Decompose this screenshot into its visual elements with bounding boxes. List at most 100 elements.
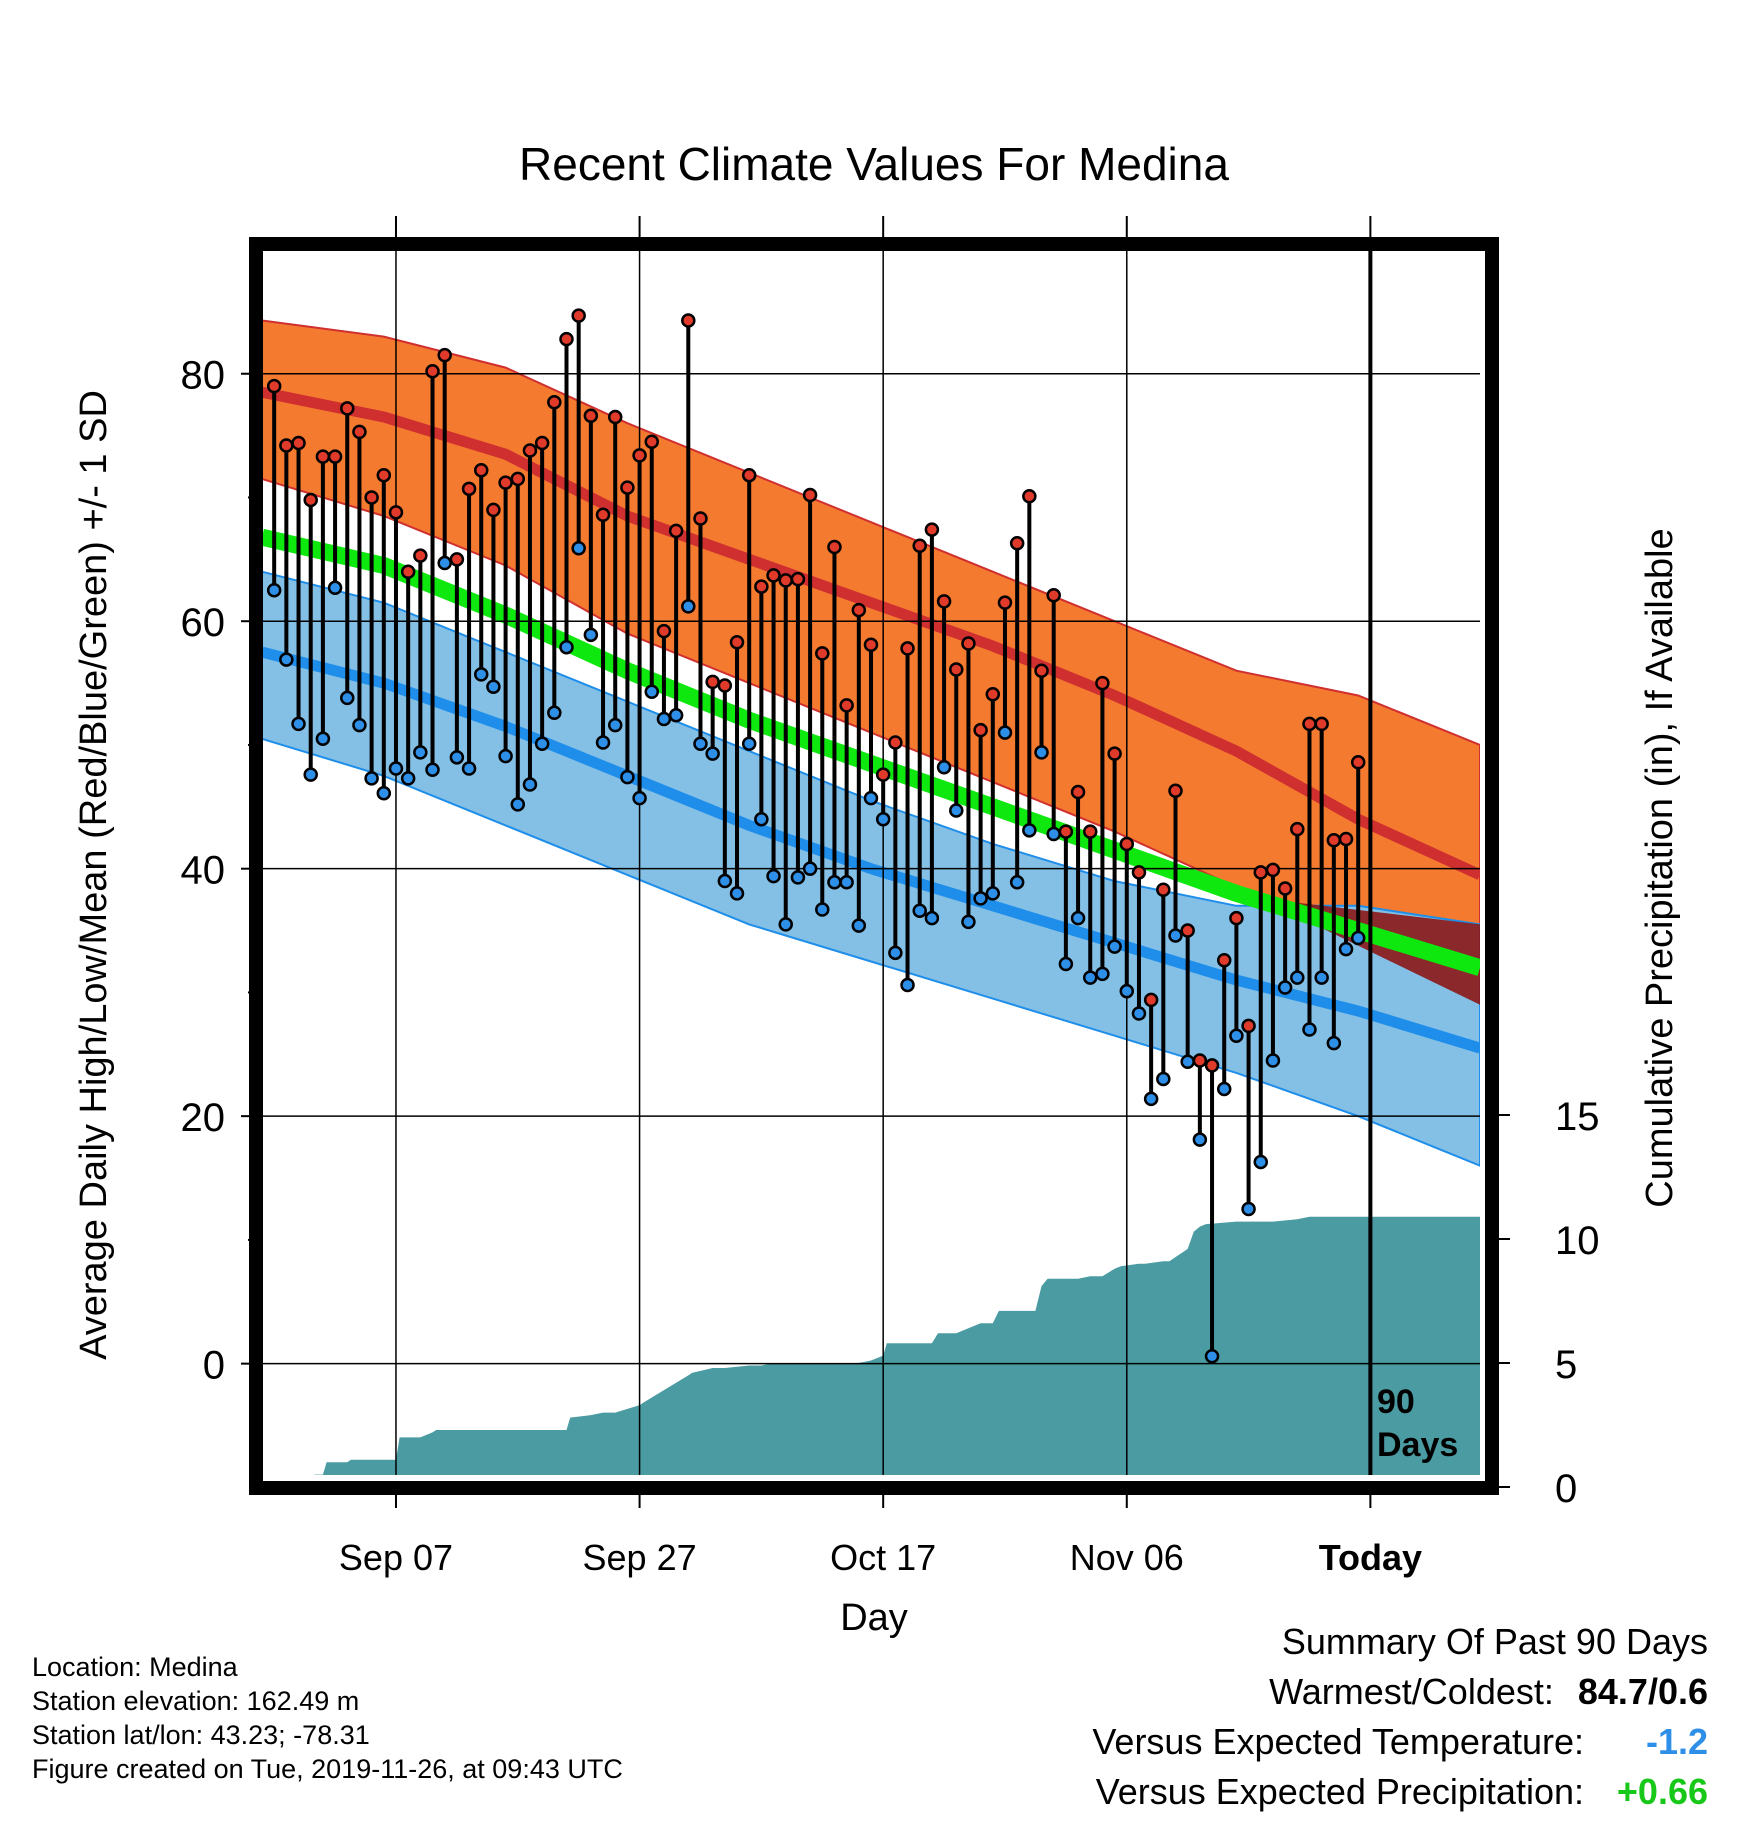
daily-high-point (425, 364, 440, 379)
info-latlon: Station lat/lon: 43.23; -78.31 (32, 1720, 370, 1750)
daily-low-point (1216, 1081, 1232, 1097)
summary-precip-label: Versus Expected Precipitation: (1095, 1771, 1584, 1812)
daily-low-point (863, 790, 879, 806)
daily-low-point (1022, 823, 1037, 838)
daily-high-point (936, 594, 952, 609)
daily-low-point (741, 736, 757, 751)
daily-high-point (461, 481, 477, 497)
daily-low-point (1302, 1022, 1317, 1037)
daily-high-point (741, 467, 757, 483)
daily-high-point (778, 573, 793, 588)
daily-high-point (851, 602, 867, 618)
daily-high-point (376, 467, 392, 483)
daily-low-point (1058, 956, 1074, 972)
summary-temp-label: Versus Expected Temperature: (1092, 1721, 1584, 1762)
daily-high-point (266, 378, 282, 394)
daily-high-point (1302, 716, 1317, 732)
daily-low-point (607, 717, 623, 733)
daily-high-point (1107, 746, 1122, 761)
daily-high-point (1034, 663, 1049, 678)
daily-high-point (668, 523, 684, 539)
daily-low-point (693, 736, 708, 751)
y2-tick-label: 10 (1555, 1219, 1600, 1263)
daily-low-point (900, 977, 915, 993)
daily-high-point (1156, 882, 1171, 897)
daily-high-point (912, 538, 927, 553)
x-tick-label: Sep 27 (583, 1537, 697, 1578)
daily-low-point (291, 716, 306, 732)
daily-low-point (1277, 980, 1293, 995)
daily-low-point (279, 652, 294, 667)
summary-panel: Summary Of Past 90 Days Warmest/Coldest:… (1092, 1617, 1708, 1817)
daily-high-point (498, 475, 513, 490)
daily-low-point (547, 705, 562, 721)
daily-high-point (693, 511, 708, 526)
daily-high-point (449, 552, 465, 567)
daily-low-point (1290, 970, 1305, 985)
daily-low-point (961, 914, 976, 930)
x-tick-label: Nov 06 (1070, 1537, 1184, 1578)
daily-low-point (620, 769, 635, 785)
daily-low-point (668, 708, 684, 723)
daily-low-point (1229, 1028, 1244, 1043)
daily-high-point (571, 308, 586, 323)
daily-high-point (1253, 865, 1269, 880)
daily-high-point (705, 674, 720, 690)
daily-low-point (595, 735, 611, 750)
daily-high-point (1046, 587, 1061, 603)
daily-high-point (1314, 716, 1329, 732)
daily-high-point (559, 331, 574, 347)
daily-high-point (1265, 862, 1281, 878)
daily-low-point (1192, 1132, 1208, 1147)
y-tick-label: 60 (181, 601, 226, 645)
daily-low-point (1107, 939, 1122, 954)
daily-low-point (1034, 745, 1049, 760)
daily-high-point (997, 595, 1013, 610)
daily-low-point (1156, 1071, 1171, 1087)
daily-high-point (644, 434, 660, 450)
daily-low-point (790, 870, 806, 885)
x-tick-label: Oct 17 (830, 1537, 936, 1578)
summary-warm-cold-value: 84.7/0.6 (1577, 1671, 1708, 1712)
daily-low-point (1253, 1154, 1269, 1170)
daily-high-point (1192, 1053, 1208, 1068)
info-elevation: Station elevation: 162.49 m (32, 1686, 360, 1716)
daily-low-point (802, 861, 818, 876)
daily-high-point (839, 698, 854, 713)
daily-low-point (1180, 1054, 1195, 1069)
daily-low-point (1338, 941, 1354, 957)
daily-low-point (1204, 1348, 1220, 1364)
y2-tick-label: 15 (1555, 1095, 1600, 1139)
daily-low-point (559, 639, 574, 655)
daily-high-point (303, 492, 318, 508)
daily-high-point (486, 502, 501, 518)
daily-high-point (1022, 488, 1037, 504)
daily-low-point (875, 811, 891, 827)
daily-low-point (1119, 983, 1135, 999)
daily-high-point (754, 579, 769, 594)
summary-warm-cold-label: Warmest/Coldest: (1269, 1671, 1554, 1712)
normal-high-line (262, 386, 1480, 880)
daily-high-point (388, 505, 404, 520)
daily-low-point (656, 711, 672, 727)
daily-high-point (607, 409, 623, 425)
daily-high-point (1168, 783, 1183, 798)
daily-high-point (1131, 865, 1147, 880)
daily-low-point (571, 540, 586, 556)
y-tick-label: 20 (181, 1096, 226, 1140)
info-location: Location: Medina (32, 1652, 238, 1682)
daily-low-point (717, 873, 733, 889)
daily-high-point (802, 487, 818, 503)
daily-high-point (1229, 910, 1244, 926)
daily-low-point (352, 717, 367, 733)
daily-low-point (1095, 966, 1110, 982)
daily-high-point (413, 548, 428, 563)
daily-high-point (790, 571, 806, 587)
daily-low-point (1314, 970, 1329, 985)
daily-high-point (1009, 536, 1025, 551)
daily-high-point (900, 641, 915, 656)
chart-title: Recent Climate Values For Medina (519, 138, 1229, 190)
daily-low-point (388, 761, 404, 776)
daily-low-point (473, 667, 489, 682)
